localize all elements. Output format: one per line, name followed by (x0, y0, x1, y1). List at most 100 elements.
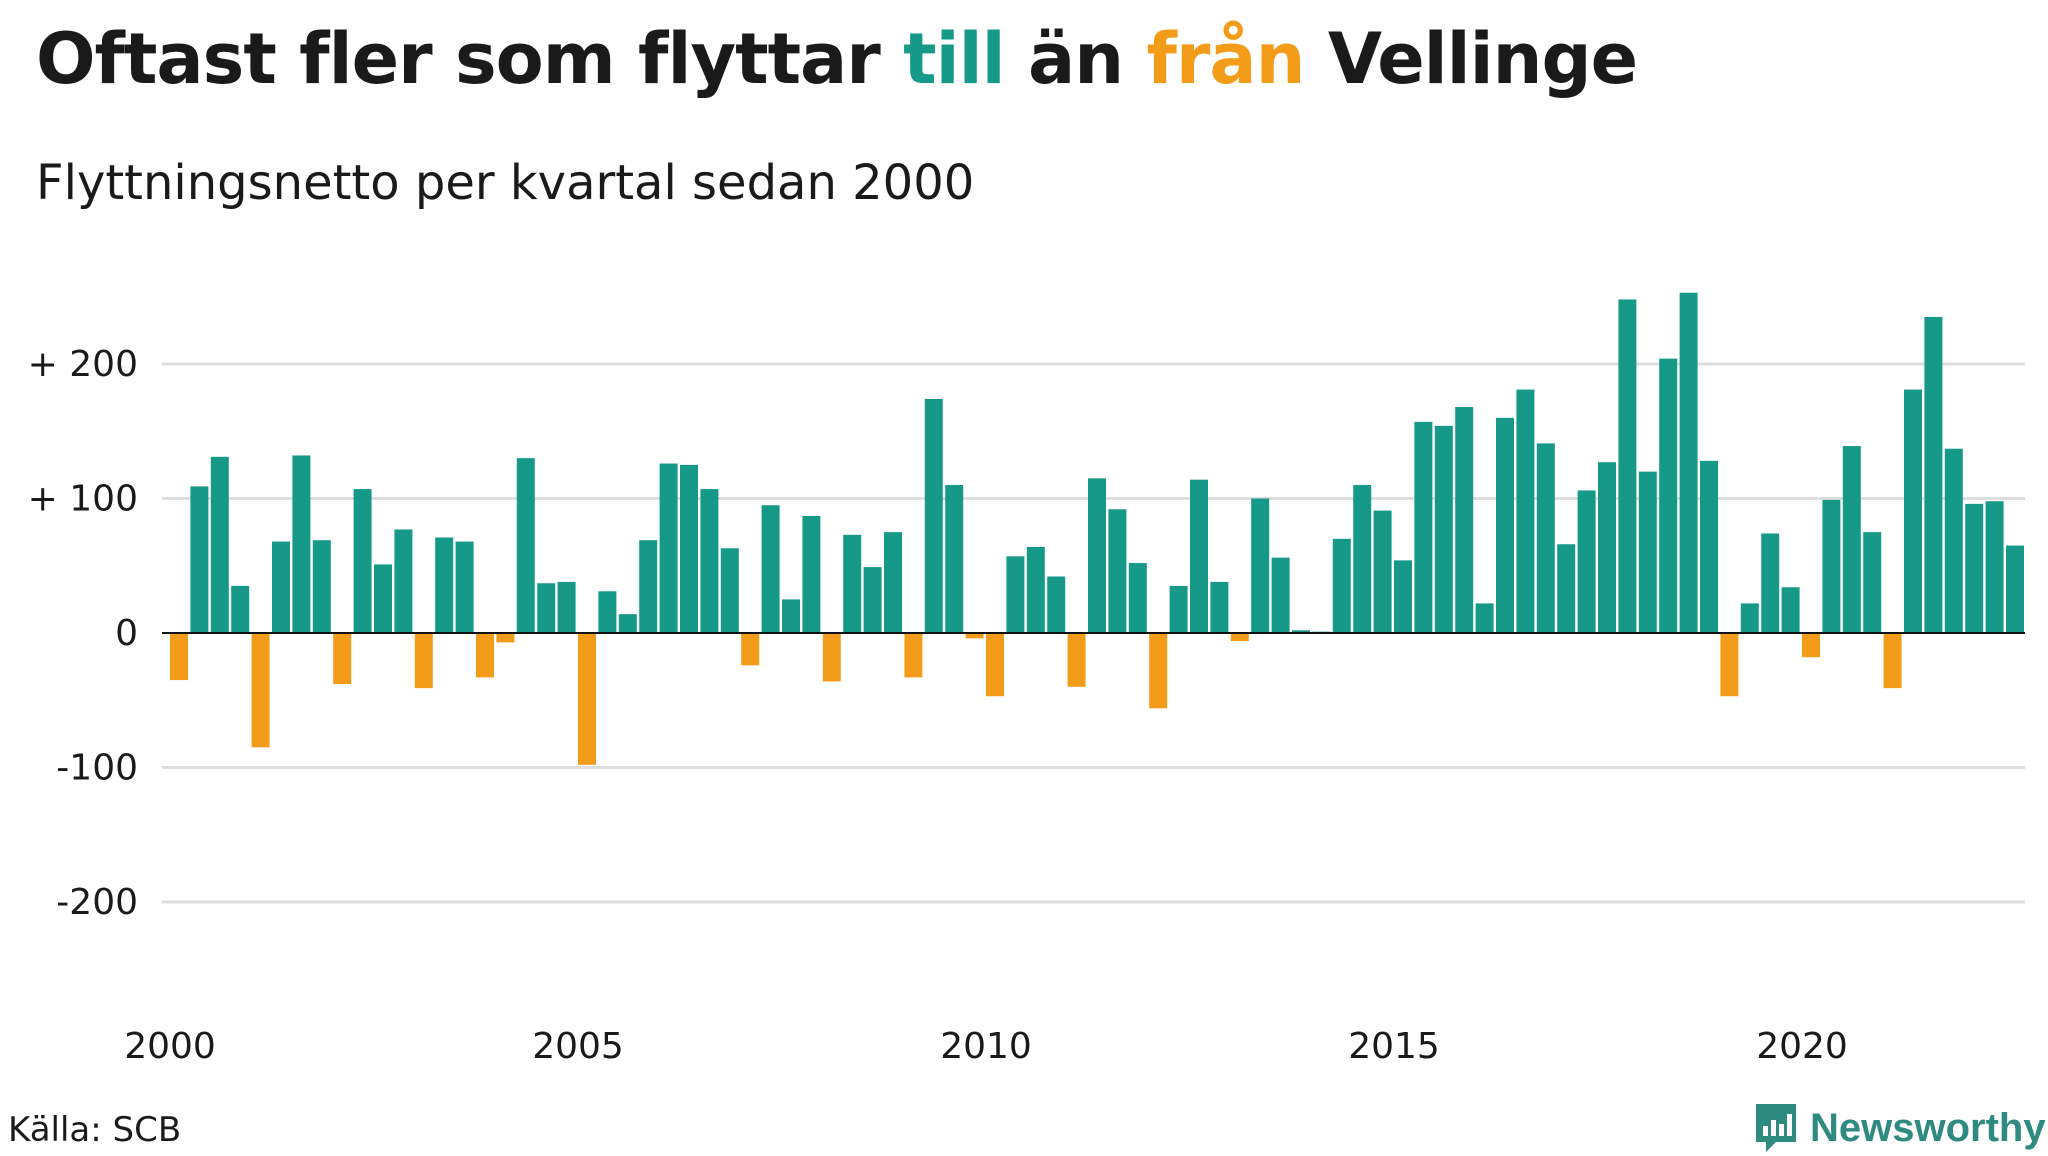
bar (1455, 407, 1474, 633)
bar (1271, 557, 1290, 633)
bar (1373, 510, 1392, 633)
bar (945, 485, 964, 633)
bar (986, 633, 1004, 697)
x-tick-label: 2005 (532, 1026, 624, 1067)
bar (292, 455, 311, 633)
x-tick-label: 2010 (940, 1026, 1032, 1067)
bar (1904, 389, 1922, 633)
bar (761, 505, 780, 633)
bar (1965, 503, 1984, 633)
bar (639, 540, 658, 633)
chart-title: Oftast fler som flyttar till än från Vel… (36, 18, 1638, 100)
bar (312, 540, 331, 633)
bar (720, 548, 739, 633)
bar (1047, 576, 1066, 633)
bar (394, 529, 413, 633)
bar (1659, 358, 1678, 633)
bar (1332, 538, 1351, 633)
bar (1230, 633, 1249, 642)
bar (1210, 581, 1229, 633)
bar (1842, 446, 1861, 633)
bar (598, 591, 617, 633)
bar (170, 633, 188, 681)
bar (1088, 478, 1106, 633)
bar (802, 515, 821, 633)
bar (1638, 471, 1657, 633)
y-tick-label: -100 (56, 748, 138, 789)
title-highlight-till: till (903, 18, 1005, 100)
bar (374, 564, 392, 633)
bar (1924, 316, 1943, 633)
bar (1190, 479, 1208, 633)
x-axis-labels: 2000 2005 2010 2015 2020 (124, 1026, 1848, 1067)
bar (1679, 292, 1698, 633)
bar (578, 633, 596, 765)
bar (904, 633, 923, 678)
bar (924, 398, 943, 633)
bar (863, 567, 882, 633)
y-tick-label: + 100 (28, 479, 138, 520)
bar (537, 583, 556, 633)
bar (1353, 485, 1372, 633)
bar (210, 456, 229, 633)
source-credit: Källa: SCB (8, 1110, 182, 1150)
bar (1598, 462, 1616, 633)
bar (1700, 460, 1718, 633)
bar (1618, 299, 1637, 633)
bar (1802, 633, 1820, 658)
y-tick-label: -200 (56, 882, 138, 923)
bar (741, 633, 760, 666)
bar (1577, 490, 1596, 633)
newsworthy-logo-icon (1756, 1104, 1796, 1152)
chart-subtitle: Flyttningsnetto per kvartal sedan 2000 (36, 155, 975, 211)
bar (496, 633, 515, 643)
bar (1536, 443, 1555, 633)
bar (1169, 585, 1188, 633)
bar (1883, 633, 1902, 689)
bar (700, 489, 719, 633)
bar (1149, 633, 1168, 709)
bar (1108, 509, 1127, 633)
bar-chart: + 200 + 100 0 -100 -200 2000 2005 2010 2015 2020 (28, 292, 2025, 1067)
bar (1292, 630, 1310, 633)
bar (231, 585, 250, 633)
bar (353, 489, 372, 633)
bar (782, 599, 800, 634)
bar (1985, 501, 2004, 633)
bar (1822, 499, 1841, 633)
brand-name: Newsworthy (1810, 1105, 2046, 1150)
bar (272, 541, 290, 633)
bar (1781, 587, 1800, 633)
title-part-3: Vellinge (1304, 18, 1638, 100)
x-tick-label: 2020 (1756, 1026, 1848, 1067)
bar (1516, 389, 1535, 633)
bar (1128, 563, 1147, 633)
bar (1740, 603, 1759, 633)
brand-logo[interactable]: Newsworthy (1752, 1100, 2046, 1156)
bar (476, 633, 494, 678)
bar (1414, 421, 1433, 633)
bar (455, 541, 474, 633)
bar (2006, 545, 2024, 633)
bar (1067, 633, 1086, 687)
bar (1557, 544, 1576, 633)
bar (190, 486, 209, 633)
title-highlight-fran: från (1146, 18, 1305, 100)
bar (516, 458, 535, 633)
y-tick-label: + 200 (28, 344, 138, 385)
bar (414, 633, 433, 689)
x-tick-label: 2015 (1348, 1026, 1440, 1067)
x-tick-label: 2000 (124, 1026, 216, 1067)
bar (1026, 546, 1045, 633)
bar (659, 463, 678, 633)
bar (618, 614, 637, 633)
y-axis-labels: + 200 + 100 0 -100 -200 (28, 344, 138, 923)
bar (1475, 603, 1494, 633)
bar (557, 581, 576, 633)
bar (1394, 560, 1412, 633)
bars (170, 292, 2024, 765)
bar (1761, 533, 1780, 633)
y-tick-label: 0 (115, 613, 138, 654)
bar (965, 633, 984, 639)
bar (843, 534, 862, 633)
